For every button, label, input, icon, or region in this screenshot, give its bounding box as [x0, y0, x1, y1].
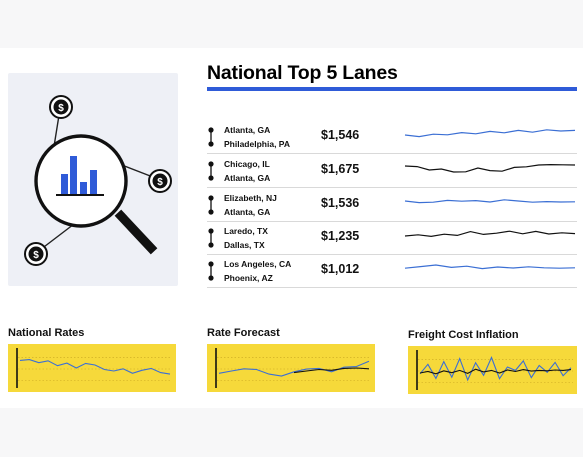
mini-chart — [215, 348, 371, 388]
lane-sparkline — [404, 264, 576, 270]
hero-bar — [90, 170, 97, 194]
svg-text:$: $ — [33, 250, 39, 261]
lane-cities: Los Angeles, CA Phoenix, AZ — [224, 257, 291, 285]
lane-destination: Atlanta, GA — [224, 173, 271, 183]
series-line — [419, 356, 572, 382]
lane-connector-icon — [208, 127, 214, 147]
lane-connector-icon — [208, 228, 214, 248]
lane-sparkline — [404, 230, 576, 238]
panel-title-freight-cost-inflation: Freight Cost Inflation — [408, 329, 519, 341]
lane-sparkline — [404, 129, 576, 138]
magnifier-icon — [34, 134, 158, 255]
bottom-band — [0, 408, 583, 457]
lane-price: $1,546 — [321, 128, 360, 142]
bar-chart-icon — [56, 156, 104, 196]
hero-bar — [70, 156, 77, 194]
top-band — [0, 0, 583, 48]
mini-chart — [16, 348, 172, 388]
panel-title-rate-forecast: Rate Forecast — [207, 327, 280, 339]
lane-price: $1,235 — [321, 229, 360, 243]
lane-row: Elizabeth, NJ Atlanta, GA $1,536 — [207, 188, 577, 222]
lane-connector-icon — [208, 161, 214, 181]
lane-row: Laredo, TX Dallas, TX $1,235 — [207, 221, 577, 255]
series-line — [293, 367, 370, 374]
lane-origin: Atlanta, GA — [224, 125, 271, 135]
sparkline-path — [404, 264, 576, 270]
lane-destination: Phoenix, AZ — [224, 273, 273, 283]
sparkline-path — [404, 163, 576, 173]
series-line — [19, 359, 171, 375]
lane-destination: Dallas, TX — [224, 240, 265, 250]
national-rates-panel — [8, 344, 176, 392]
dollar-coin-icon: $ — [24, 242, 48, 266]
hero-bar — [80, 182, 87, 194]
lane-price: $1,012 — [321, 262, 360, 276]
lane-cities: Chicago, IL Atlanta, GA — [224, 157, 270, 185]
dollar-coin-icon: $ — [148, 169, 172, 193]
lane-row: Chicago, IL Atlanta, GA $1,675 — [207, 154, 577, 188]
freight-cost-inflation-panel — [408, 346, 577, 394]
lane-sparkline — [404, 163, 576, 173]
dollar-coin-icon: $ — [49, 95, 73, 119]
sparkline-path — [404, 230, 576, 238]
lane-origin: Elizabeth, NJ — [224, 193, 277, 203]
lane-price: $1,536 — [321, 196, 360, 210]
sparkline-path — [404, 199, 576, 204]
rate-forecast-panel — [207, 344, 375, 392]
sparkline-path — [404, 129, 576, 138]
lane-destination: Atlanta, GA — [224, 207, 271, 217]
series-line — [218, 360, 370, 377]
series-line — [419, 368, 572, 375]
lane-origin: Laredo, TX — [224, 226, 268, 236]
lane-origin: Los Angeles, CA — [224, 259, 292, 269]
lane-cities: Elizabeth, NJ Atlanta, GA — [224, 191, 277, 219]
mini-chart — [416, 350, 573, 390]
panel-title-national-rates: National Rates — [8, 327, 85, 339]
hero-svg: $ $ $ — [24, 95, 172, 266]
title-rule — [207, 87, 577, 91]
lanes-title: National Top 5 Lanes — [207, 62, 398, 84]
lane-destination: Philadelphia, PA — [224, 139, 290, 149]
lane-connector-icon — [208, 261, 214, 281]
lane-row: Atlanta, GA Philadelphia, PA $1,546 — [207, 120, 577, 154]
svg-text:$: $ — [58, 103, 64, 114]
hero-bar — [61, 174, 68, 194]
lane-cities: Laredo, TX Dallas, TX — [224, 224, 268, 252]
lane-sparkline — [404, 199, 576, 204]
lane-price: $1,675 — [321, 162, 360, 176]
lane-row: Los Angeles, CA Phoenix, AZ $1,012 — [207, 254, 577, 288]
lane-connector-icon — [208, 195, 214, 215]
lane-origin: Chicago, IL — [224, 159, 270, 169]
svg-text:$: $ — [157, 177, 163, 188]
lane-cities: Atlanta, GA Philadelphia, PA — [224, 123, 290, 151]
hero-illustration: $ $ $ — [8, 73, 178, 286]
